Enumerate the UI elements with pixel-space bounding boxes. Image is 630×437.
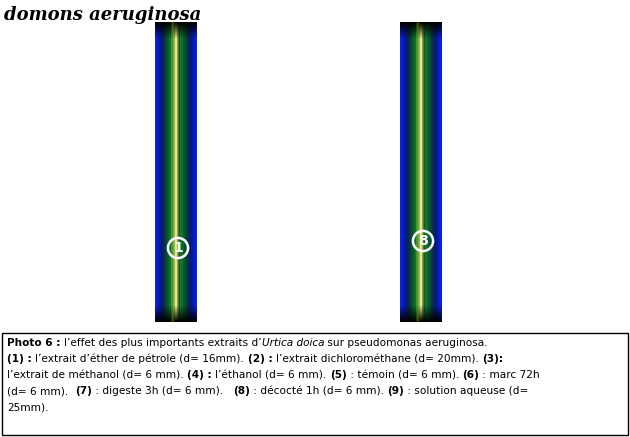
Text: : solution aqueuse (d=: : solution aqueuse (d=: [404, 386, 529, 396]
Text: 25mm).: 25mm).: [7, 402, 49, 412]
Text: : décocté 1h (d= 6 mm).: : décocté 1h (d= 6 mm).: [250, 386, 387, 396]
Text: l’extrait d’éther de pétrole (d= 16mm).: l’extrait d’éther de pétrole (d= 16mm).: [35, 354, 248, 364]
Text: : témoin (d= 6 mm).: : témoin (d= 6 mm).: [346, 370, 462, 380]
Text: : digeste 3h (d= 6 mm).: : digeste 3h (d= 6 mm).: [92, 386, 233, 396]
Bar: [2, 333, 628, 435]
Text: (5): (5): [330, 370, 346, 380]
Text: (d= 6 mm).: (d= 6 mm).: [7, 386, 75, 396]
Text: (2) :: (2) :: [248, 354, 276, 364]
Text: domons aeruginosa: domons aeruginosa: [4, 6, 201, 24]
Text: l’extrait de méthanol (d= 6 mm).: l’extrait de méthanol (d= 6 mm).: [7, 370, 187, 380]
Text: Photo 6 :: Photo 6 :: [7, 338, 64, 348]
Text: 8: 8: [418, 234, 428, 248]
Text: (4) :: (4) :: [187, 370, 215, 380]
Text: (1) :: (1) :: [7, 354, 35, 364]
Text: l’éthanol (d= 6 mm).: l’éthanol (d= 6 mm).: [215, 370, 330, 380]
Text: Urtica doica: Urtica doica: [261, 338, 324, 348]
Text: sur pseudomonas aeruginosa.: sur pseudomonas aeruginosa.: [324, 338, 488, 348]
Text: (8): (8): [233, 386, 250, 396]
Text: (6): (6): [462, 370, 479, 380]
Text: : marc 72h: : marc 72h: [479, 370, 540, 380]
Text: (3):: (3):: [482, 354, 503, 364]
Text: (9): (9): [387, 386, 404, 396]
Text: l’extrait dichlorométhane (d= 20mm).: l’extrait dichlorométhane (d= 20mm).: [276, 354, 482, 364]
Text: (7): (7): [75, 386, 92, 396]
Text: 1: 1: [173, 241, 183, 255]
Text: l’effet des plus importants extraits d’: l’effet des plus importants extraits d’: [64, 338, 261, 348]
